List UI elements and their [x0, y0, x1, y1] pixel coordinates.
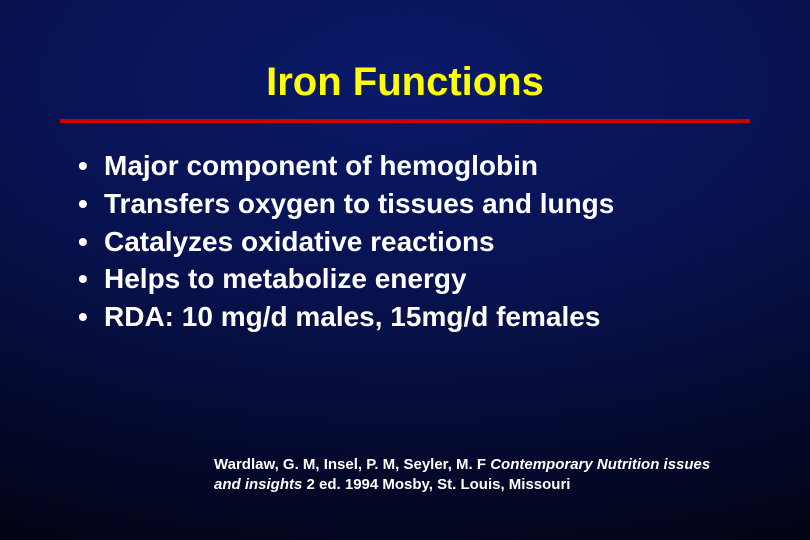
bullet-item: RDA: 10 mg/d males, 15mg/d females	[78, 298, 750, 336]
bullet-item: Helps to metabolize energy	[78, 260, 750, 298]
bullet-item: Catalyzes oxidative reactions	[78, 223, 750, 261]
citation-authors: Wardlaw, G. M, Insel, P. M, Seyler, M. F	[214, 456, 490, 473]
title-underline	[60, 119, 750, 123]
slide-title: Iron Functions	[60, 60, 750, 119]
bullet-list: Major component of hemoglobin Transfers …	[60, 147, 750, 336]
bullet-item: Transfers oxygen to tissues and lungs	[78, 185, 750, 223]
citation: Wardlaw, G. M, Insel, P. M, Seyler, M. F…	[214, 455, 740, 494]
citation-rest: 2 ed. 1994 Mosby, St. Louis, Missouri	[302, 476, 570, 493]
bullet-item: Major component of hemoglobin	[78, 147, 750, 185]
slide: Iron Functions Major component of hemogl…	[0, 0, 810, 540]
